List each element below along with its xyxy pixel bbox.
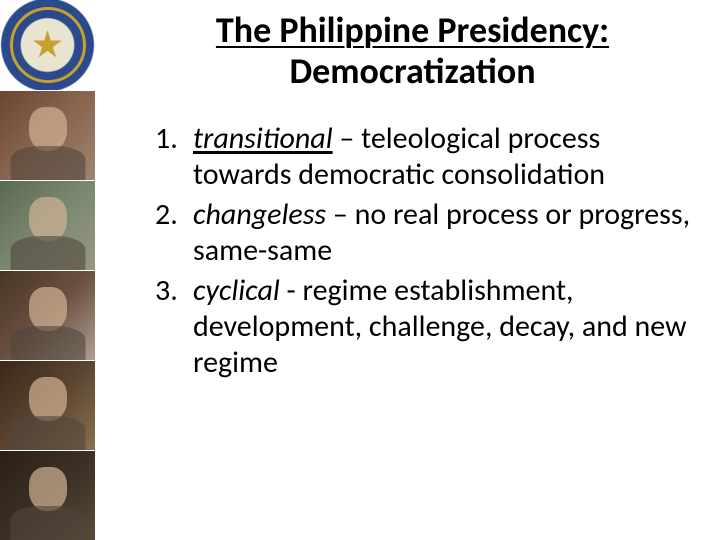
slide-title: The Philippine Presidency: Democratizati… xyxy=(125,10,700,93)
separator: - xyxy=(280,272,303,309)
president-portrait-2 xyxy=(0,180,95,270)
list-item: transitional – teleological process towa… xyxy=(155,121,700,193)
portrait-sidebar xyxy=(0,0,95,540)
title-line-1: The Philippine Presidency: xyxy=(216,8,609,52)
term: transitional xyxy=(193,120,333,157)
list-item: cyclical - regime establishment, develop… xyxy=(155,273,700,381)
president-portrait-5 xyxy=(0,450,95,540)
presidential-seal-icon xyxy=(0,0,95,90)
separator: – xyxy=(333,120,362,157)
definition-list: transitional – teleological process towa… xyxy=(125,121,700,381)
president-portrait-1 xyxy=(0,90,95,180)
term: changeless xyxy=(193,196,326,233)
separator: – xyxy=(326,196,355,233)
president-portrait-4 xyxy=(0,360,95,450)
slide-content: The Philippine Presidency: Democratizati… xyxy=(95,0,720,540)
president-portrait-3 xyxy=(0,270,95,360)
term: cyclical xyxy=(193,272,280,309)
list-item: changeless – no real process or progress… xyxy=(155,197,700,269)
title-line-2: Democratization xyxy=(289,49,535,93)
